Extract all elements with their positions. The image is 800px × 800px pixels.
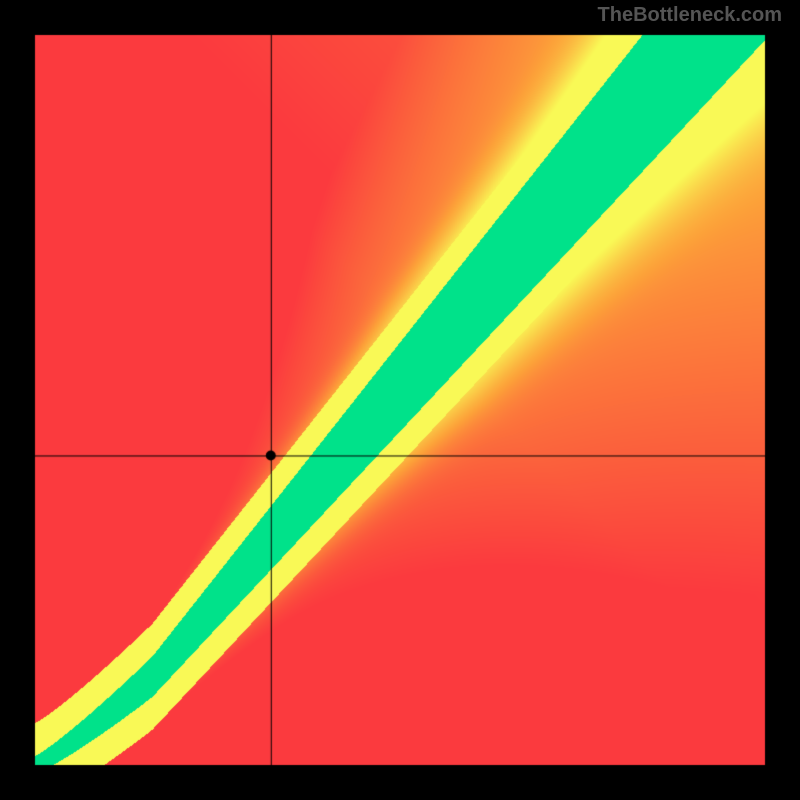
watermark-text: TheBottleneck.com (598, 4, 782, 27)
chart-container: TheBottleneck.com (0, 0, 800, 800)
bottleneck-heatmap (0, 0, 800, 800)
